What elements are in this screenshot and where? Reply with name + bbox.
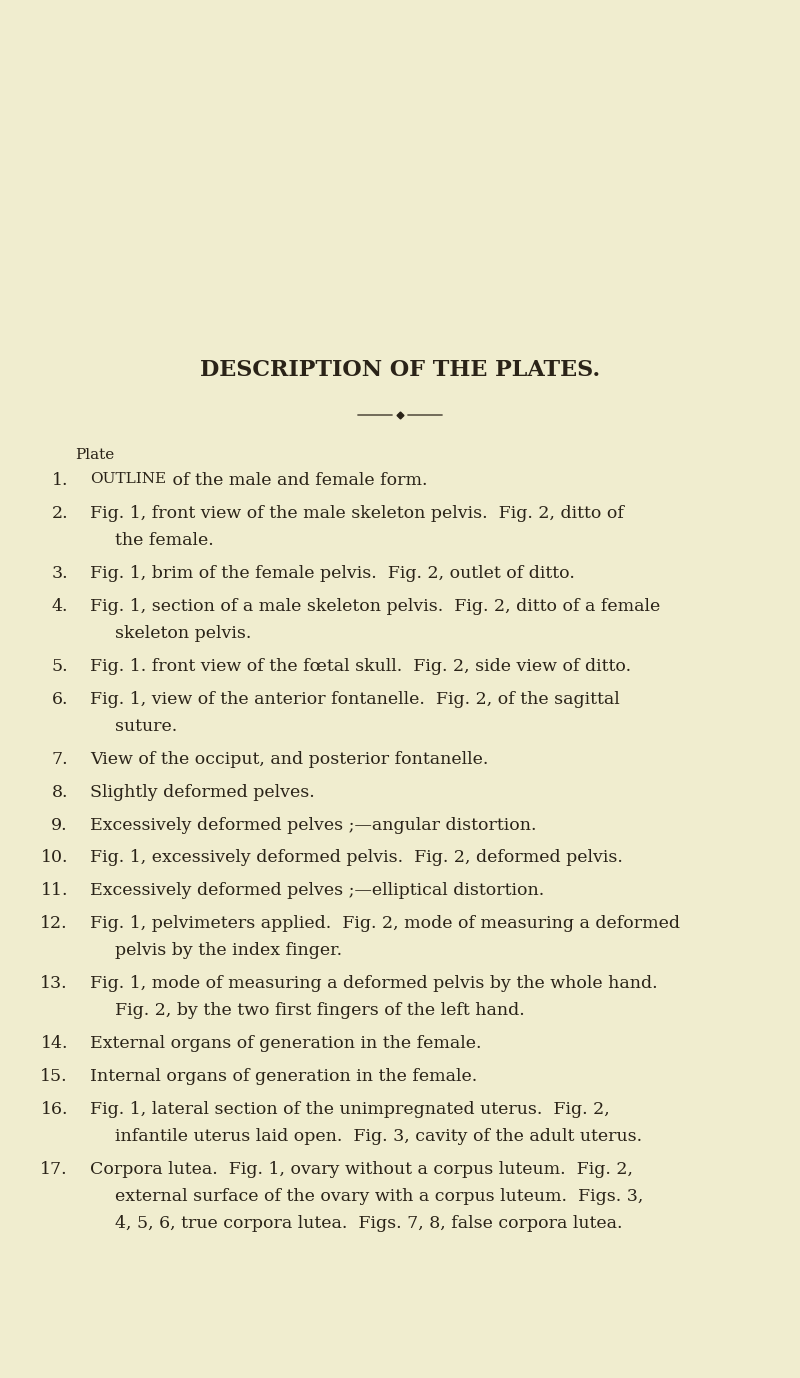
- Text: 16.: 16.: [41, 1101, 68, 1118]
- Text: 3.: 3.: [51, 565, 68, 582]
- Text: Slightly deformed pelves.: Slightly deformed pelves.: [90, 784, 314, 801]
- Text: DESCRIPTION OF THE PLATES.: DESCRIPTION OF THE PLATES.: [200, 360, 600, 380]
- Text: the female.: the female.: [115, 532, 214, 548]
- Text: Fig. 1, pelvimeters applied.  Fig. 2, mode of measuring a deformed: Fig. 1, pelvimeters applied. Fig. 2, mod…: [90, 915, 680, 933]
- Text: 17.: 17.: [40, 1162, 68, 1178]
- Text: of the male and female form.: of the male and female form.: [167, 473, 428, 489]
- Text: 10.: 10.: [41, 849, 68, 867]
- Text: 9.: 9.: [51, 817, 68, 834]
- Text: Internal organs of generation in the female.: Internal organs of generation in the fem…: [90, 1068, 478, 1084]
- Text: View of the occiput, and posterior fontanelle.: View of the occiput, and posterior fonta…: [90, 751, 488, 768]
- Text: pelvis by the index finger.: pelvis by the index finger.: [115, 943, 342, 959]
- Text: 1.: 1.: [51, 473, 68, 489]
- Text: 5.: 5.: [51, 657, 68, 675]
- Text: Fig. 2, by the two first fingers of the left hand.: Fig. 2, by the two first fingers of the …: [115, 1002, 525, 1020]
- Text: 15.: 15.: [40, 1068, 68, 1084]
- Text: 2.: 2.: [51, 504, 68, 522]
- Text: 12.: 12.: [40, 915, 68, 933]
- Text: 13.: 13.: [40, 976, 68, 992]
- Text: Fig. 1. front view of the fœtal skull.  Fig. 2, side view of ditto.: Fig. 1. front view of the fœtal skull. F…: [90, 657, 631, 675]
- Text: 7.: 7.: [51, 751, 68, 768]
- Text: Plate: Plate: [75, 448, 114, 462]
- Text: Fig. 1, view of the anterior fontanelle.  Fig. 2, of the sagittal: Fig. 1, view of the anterior fontanelle.…: [90, 690, 620, 708]
- Text: 8.: 8.: [51, 784, 68, 801]
- Text: 11.: 11.: [41, 882, 68, 900]
- Text: Fig. 1, lateral section of the unimpregnated uterus.  Fig. 2,: Fig. 1, lateral section of the unimpregn…: [90, 1101, 610, 1118]
- Text: Fig. 1, excessively deformed pelvis.  Fig. 2, deformed pelvis.: Fig. 1, excessively deformed pelvis. Fig…: [90, 849, 623, 867]
- Text: infantile uterus laid open.  Fig. 3, cavity of the adult uterus.: infantile uterus laid open. Fig. 3, cavi…: [115, 1129, 642, 1145]
- Text: 6.: 6.: [51, 690, 68, 708]
- Text: skeleton pelvis.: skeleton pelvis.: [115, 624, 251, 642]
- Text: external surface of the ovary with a corpus luteum.  Figs. 3,: external surface of the ovary with a cor…: [115, 1188, 643, 1204]
- Text: Excessively deformed pelves ;—angular distortion.: Excessively deformed pelves ;—angular di…: [90, 817, 537, 834]
- Text: 4, 5, 6, true corpora lutea.  Figs. 7, 8, false corpora lutea.: 4, 5, 6, true corpora lutea. Figs. 7, 8,…: [115, 1215, 622, 1232]
- Text: Fig. 1, brim of the female pelvis.  Fig. 2, outlet of ditto.: Fig. 1, brim of the female pelvis. Fig. …: [90, 565, 575, 582]
- Text: Corpora lutea.  Fig. 1, ovary without a corpus luteum.  Fig. 2,: Corpora lutea. Fig. 1, ovary without a c…: [90, 1162, 633, 1178]
- Text: Excessively deformed pelves ;—elliptical distortion.: Excessively deformed pelves ;—elliptical…: [90, 882, 544, 900]
- Text: suture.: suture.: [115, 718, 178, 734]
- Text: Fig. 1, mode of measuring a deformed pelvis by the whole hand.: Fig. 1, mode of measuring a deformed pel…: [90, 976, 658, 992]
- Text: 14.: 14.: [41, 1035, 68, 1053]
- Text: Fig. 1, section of a male skeleton pelvis.  Fig. 2, ditto of a female: Fig. 1, section of a male skeleton pelvi…: [90, 598, 660, 615]
- Text: External organs of generation in the female.: External organs of generation in the fem…: [90, 1035, 482, 1053]
- Text: 4.: 4.: [51, 598, 68, 615]
- Text: Fig. 1, front view of the male skeleton pelvis.  Fig. 2, ditto of: Fig. 1, front view of the male skeleton …: [90, 504, 624, 522]
- Text: OUTLINE: OUTLINE: [90, 473, 166, 486]
